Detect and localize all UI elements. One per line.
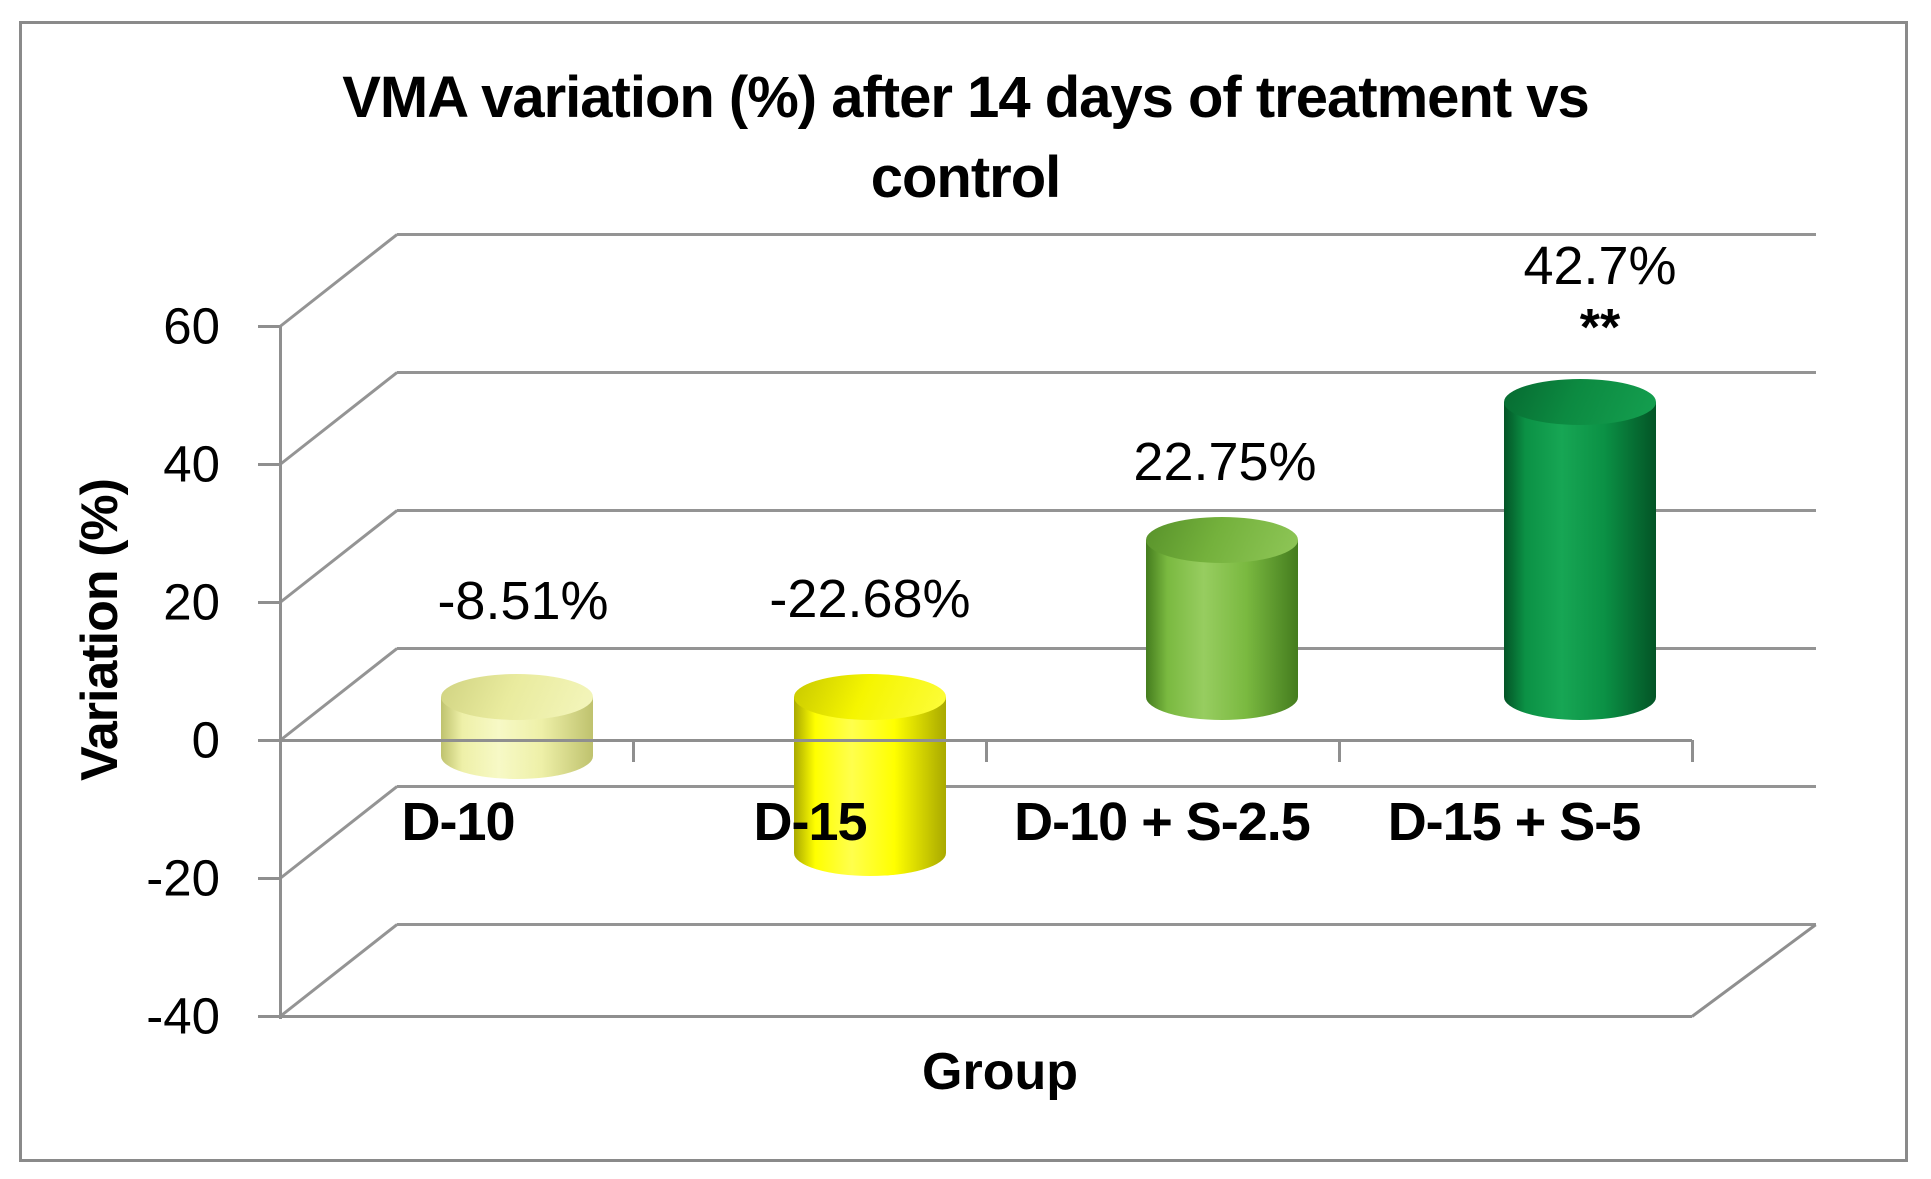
chart-title: VMA variation (%) after 14 days of treat… — [0, 58, 1931, 218]
y-axis-tick-label: 60 — [163, 297, 220, 355]
category-label: D-10 + S-2.5 — [1014, 792, 1311, 852]
y-axis-tick-label: 0 — [191, 711, 220, 769]
y-axis-tick-label: -40 — [146, 987, 220, 1045]
category-label: D-10 — [401, 792, 515, 852]
gridline-back — [397, 371, 1816, 374]
category-axis-tick — [1338, 740, 1341, 762]
category-axis-tick — [632, 740, 635, 762]
y-axis-tick-label: -20 — [146, 849, 220, 907]
chart-title-line2: control — [870, 145, 1062, 210]
gridline-back — [397, 923, 1816, 926]
significance-marker: ** — [1579, 299, 1621, 357]
bar-value-label: -8.51% — [437, 571, 609, 631]
category-axis-tick — [1691, 740, 1694, 762]
floor-front-edge — [279, 1015, 1692, 1018]
bar-value-label: 42.7% — [1523, 236, 1677, 296]
y-axis-tick-label: 40 — [163, 435, 220, 493]
gridline-back — [397, 233, 1816, 236]
bar-value-label: -22.68% — [769, 569, 971, 629]
bar-cylinder-top — [1504, 379, 1656, 426]
y-axis-tick — [258, 325, 280, 328]
gridline-back — [397, 647, 1816, 650]
y-axis-tick — [258, 877, 280, 880]
gridline-back — [397, 509, 1816, 512]
bar-cylinder-top — [1146, 517, 1298, 564]
y-axis-tick — [258, 1015, 280, 1018]
y-axis-tick — [258, 739, 280, 742]
y-axis-tick — [258, 463, 280, 466]
category-label: D-15 — [753, 792, 867, 852]
bar-value-label: 22.75% — [1133, 432, 1317, 492]
category-axis-tick — [985, 740, 988, 762]
gridline-back — [397, 785, 1816, 788]
chart-title-line1: VMA variation (%) after 14 days of treat… — [342, 65, 1590, 130]
y-axis-tick-label: 20 — [163, 573, 220, 631]
category-label: D-15 + S-5 — [1387, 792, 1642, 852]
y-axis-tick — [258, 601, 280, 604]
y-axis-line — [279, 326, 282, 1019]
bar-cylinder-top — [794, 674, 946, 720]
bar-cylinder-body — [1146, 540, 1298, 697]
chart-border — [19, 21, 1908, 1162]
bar-cylinder-body — [794, 697, 946, 854]
x-axis-title: Group — [922, 1043, 1078, 1101]
bar-cylinder-body — [1504, 402, 1656, 697]
bar-cylinder-top — [441, 674, 593, 720]
